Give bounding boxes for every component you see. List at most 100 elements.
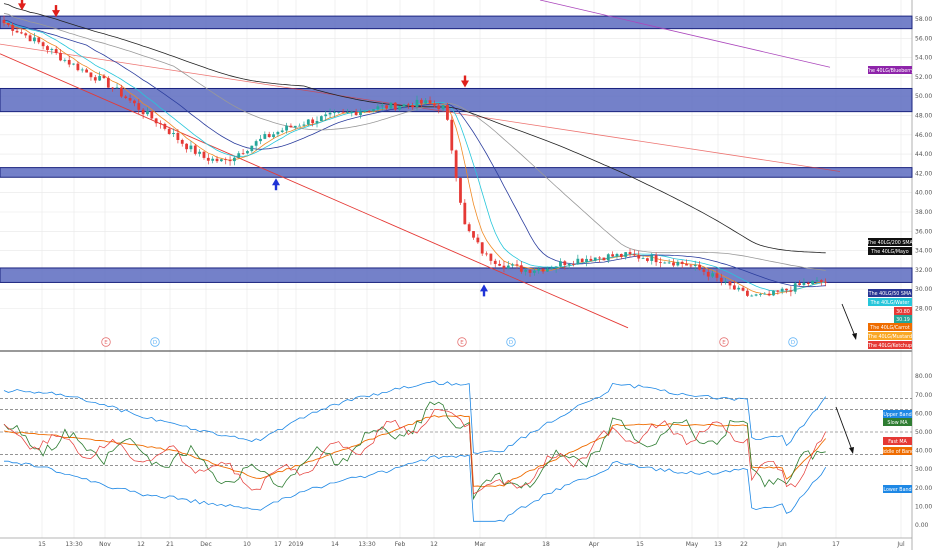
candle-body (646, 258, 649, 261)
price-tick-label: 42.00 (915, 170, 932, 177)
candle-body (467, 224, 471, 232)
candle-body (785, 288, 788, 291)
candle-body (180, 139, 184, 144)
candle-body (689, 265, 693, 267)
osc-tick-label: 20.00 (915, 485, 932, 492)
candle-body (667, 262, 671, 264)
candle-body (85, 69, 88, 73)
candle-body (306, 119, 310, 125)
price-tick-label: 36.00 (915, 228, 932, 235)
earnings-marker-label: E (104, 340, 108, 346)
candle-body (367, 110, 371, 112)
candle-body (759, 294, 762, 296)
the-40lg-carrot-tag-label: The 40LG/Carrot (869, 325, 910, 331)
time-tick-label: Dec (200, 541, 212, 548)
candle-body (476, 237, 480, 243)
lower-trendline (0, 53, 629, 329)
sell-arrow-icon (18, 3, 26, 11)
the-40lg-water-tag (868, 298, 912, 306)
candle-body (559, 261, 562, 267)
time-tick-label: 12 (137, 541, 145, 548)
candle-body (767, 293, 771, 296)
candle-body (606, 254, 610, 261)
dividend-marker-label: D (153, 340, 157, 346)
candle-body (511, 264, 515, 266)
candle-body (459, 178, 462, 203)
candle-body (502, 265, 506, 269)
candle-body (254, 141, 258, 146)
price-tick-label: 32.00 (915, 267, 932, 274)
candle-body (750, 295, 754, 297)
earnings-marker-icon (719, 337, 729, 347)
resistance-zone (0, 267, 913, 283)
candle-body (233, 157, 236, 162)
the-40lg-blueberry-tag (868, 66, 912, 74)
candle-body (728, 281, 732, 286)
price-tag (894, 307, 912, 315)
candle-body (632, 254, 636, 256)
candle-body (472, 231, 475, 238)
earnings-marker-label: E (460, 340, 464, 346)
time-tick-label: Feb (395, 541, 406, 548)
candle-body (802, 282, 806, 286)
candle-body (319, 116, 323, 122)
the-40lg-ketchup-tag (868, 341, 912, 349)
candle-body (532, 270, 536, 273)
upper-band-line (3, 380, 827, 454)
candle-body (493, 260, 497, 264)
candle-body (54, 49, 58, 53)
candle-body (389, 102, 393, 109)
time-tick-label: 15 (636, 541, 644, 548)
candle-body (546, 268, 549, 272)
price-tick-label: 52.00 (915, 74, 932, 81)
candle-body (746, 290, 749, 296)
the-40lg-blueberry-tag-label: The 40LG/Blueberry (865, 68, 914, 74)
time-tick-label: 2019 (288, 541, 303, 548)
candle-body (611, 254, 615, 257)
candle-body (359, 111, 362, 116)
candle-body (133, 100, 136, 104)
candle-body (11, 24, 15, 31)
candle-body (641, 258, 645, 260)
price-tick-label: 56.00 (915, 35, 932, 42)
candle-body (772, 290, 775, 296)
candle-body (33, 37, 36, 42)
sell-arrow-icon (52, 10, 60, 18)
candle-body (541, 268, 545, 272)
candle-body (89, 72, 93, 78)
candle-body (441, 105, 445, 110)
candle-body (741, 287, 745, 291)
price-tag-label: 30.19 (896, 317, 910, 323)
candle-body (159, 123, 162, 125)
osc-upper-band-tag (883, 410, 912, 418)
candle-body (415, 99, 419, 108)
candle-body (202, 151, 206, 158)
candle-body (302, 124, 306, 126)
fast-ma-line (3, 409, 827, 495)
projection-arrowhead-icon (852, 333, 857, 340)
candle-body (811, 280, 815, 284)
candle-body (50, 49, 54, 50)
candle-body (298, 125, 302, 127)
candle-body (128, 98, 132, 101)
candle-body (489, 253, 493, 261)
candle-body (454, 150, 458, 179)
osc-lower-band-tag-label: Lower Band (883, 487, 911, 493)
candle-body (628, 252, 632, 255)
candle-body (354, 111, 358, 116)
projection-arrow-price (841, 303, 856, 337)
candle-body (106, 77, 110, 88)
candle-body (654, 255, 658, 263)
osc-middle-of-bands-tag (883, 447, 912, 455)
candle-body (324, 114, 328, 117)
earnings-marker-icon (457, 337, 467, 347)
candle-body (693, 264, 697, 266)
time-tick-label: 15 (38, 541, 46, 548)
price-tick-label: 38.00 (915, 209, 932, 216)
ma-water (3, 20, 826, 292)
candle-body (793, 283, 797, 292)
candle-body (198, 151, 202, 154)
the-40lg-50-sma-tag-label: The 40LG/50 SMA (868, 291, 912, 297)
candle-body (432, 103, 436, 106)
candle-body (67, 59, 71, 65)
